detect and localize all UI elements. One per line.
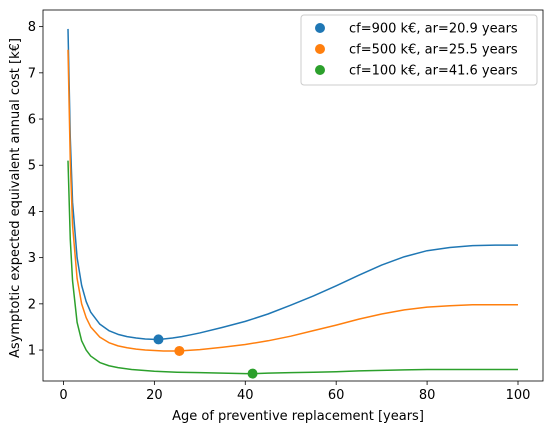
y-axis-label: Asymptotic expected equivalent annual co… xyxy=(8,38,23,358)
legend-box xyxy=(300,14,538,86)
y-tick-label: 8 xyxy=(28,20,36,35)
series-line-2 xyxy=(67,49,518,352)
y-tick-label: 1 xyxy=(28,344,36,359)
x-tick-label: 40 xyxy=(237,388,254,403)
legend-marker-1 xyxy=(315,23,325,33)
y-tick-label: 4 xyxy=(28,205,36,220)
y-tick-label: 3 xyxy=(28,251,36,266)
legend: cf=900 k€, ar=20.9 years cf=500 k€, ar=25… xyxy=(300,14,538,86)
x-tick-label: 20 xyxy=(146,388,163,403)
optimum-point-3 xyxy=(247,368,258,379)
plot-area xyxy=(67,28,518,379)
x-tick-label: 100 xyxy=(506,388,531,403)
y-tick-label: 2 xyxy=(28,297,36,312)
series-line-3 xyxy=(67,160,518,375)
legend-label-3: cf=100 k€, ar=41.6 years xyxy=(349,64,518,79)
axes-frame xyxy=(42,9,544,382)
x-tick-label: 60 xyxy=(328,388,345,403)
y-tick-label: 7 xyxy=(28,66,36,81)
series-line-1 xyxy=(67,28,518,341)
x-axis-label: Age of preventive replacement [years] xyxy=(172,409,424,424)
legend-label-1: cf=900 k€, ar=20.9 years xyxy=(349,22,518,37)
optimum-point-2 xyxy=(174,345,185,356)
legend-marker-2 xyxy=(315,44,325,54)
legend-marker-3 xyxy=(315,65,325,75)
x-tick-label: 80 xyxy=(419,388,436,403)
optimum-point-1 xyxy=(153,334,164,345)
axes: 0 20 40 60 80 100 1 2 3 4 5 6 7 8 xyxy=(28,9,544,403)
legend-label-2: cf=500 k€, ar=25.5 years xyxy=(349,43,518,58)
y-tick-label: 6 xyxy=(28,113,36,128)
y-tick-label: 5 xyxy=(28,159,36,174)
x-tick-label: 0 xyxy=(59,388,67,403)
